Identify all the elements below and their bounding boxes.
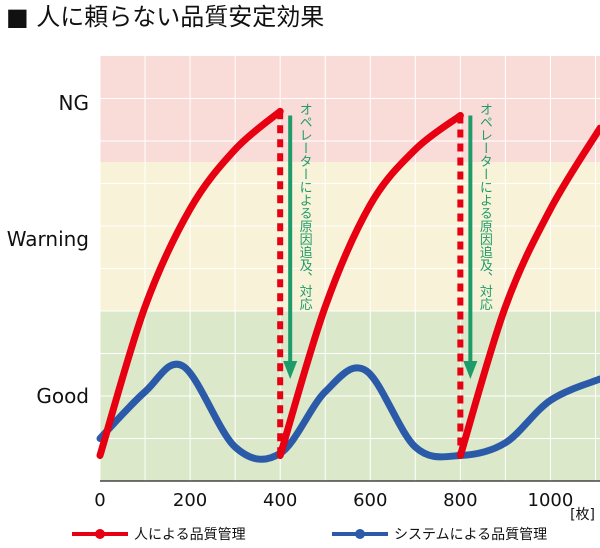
annotation-text-1: オペレーターによる原因追及、対応	[477, 103, 493, 312]
legend-item-system: システムによる品質管理	[330, 524, 547, 544]
annotation-text-0: オペレーターによる原因追及、対応	[297, 103, 313, 312]
annotation-arrow-head-1	[463, 361, 478, 379]
x-axis-label: [枚]	[570, 507, 595, 523]
band-0	[100, 56, 600, 163]
series-line-manual-1	[276, 112, 464, 459]
y-level-label-2: Good	[36, 384, 89, 408]
legend-label-system: システムによる品質管理	[394, 527, 548, 543]
legend-swatch-system	[332, 529, 388, 539]
x-tick-label-5: 1000	[528, 490, 574, 511]
legend-swatch-manual	[72, 529, 128, 539]
legend: 人による品質管理 システムによる品質管理	[0, 520, 600, 548]
annotation-arrow-head-0	[283, 361, 298, 379]
series-line-manual-2	[456, 124, 600, 459]
legend-label-manual: 人による品質管理	[134, 527, 246, 543]
series-line-system	[96, 360, 600, 463]
x-tick-label-3: 600	[353, 490, 387, 511]
legend-item-manual: 人による品質管理	[70, 524, 246, 544]
x-tick-label-1: 200	[173, 490, 207, 511]
y-level-label-0: NG	[59, 91, 89, 115]
x-tick-label-2: 400	[263, 490, 297, 511]
y-level-label-1: Warning	[7, 227, 89, 251]
series-line-manual-0	[96, 107, 284, 459]
x-tick-label-0: 0	[94, 490, 105, 511]
x-tick-label-4: 800	[443, 490, 477, 511]
page-title: ■ 人に頼らない品質安定効果	[6, 3, 325, 31]
